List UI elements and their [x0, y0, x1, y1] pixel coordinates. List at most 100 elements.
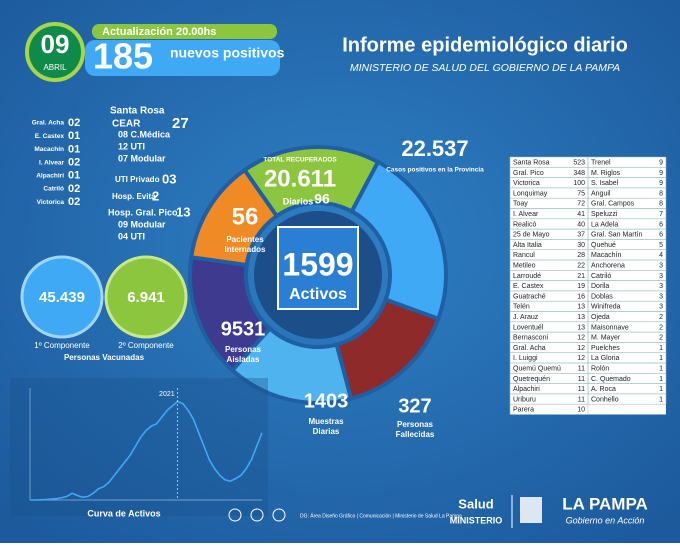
locality-value: 40	[577, 221, 585, 228]
uti-privado-value: 03	[162, 171, 176, 186]
locality-value: 19	[577, 283, 585, 290]
title: Informe epidemiológico diario	[342, 34, 628, 56]
locality-value: 3	[659, 283, 663, 290]
interior-name: Victorica	[37, 199, 65, 206]
interior-name: Catriló	[43, 186, 64, 193]
samples-label: Diarias	[313, 427, 340, 436]
interior-value: 01	[68, 143, 80, 155]
locality-value: 10	[577, 407, 585, 414]
annotation: 2021	[159, 391, 175, 398]
locality-value: 2	[659, 335, 663, 342]
date-badge	[25, 22, 85, 82]
locality-name: Guatraché	[513, 293, 546, 300]
isolated: 9531	[221, 318, 266, 340]
locality-name: Alta Italia	[513, 242, 542, 249]
vaccine-circle	[20, 255, 104, 339]
locality-value: 9	[659, 180, 663, 187]
locality-name: Maisonnave	[591, 324, 629, 331]
cases: 22.537	[401, 136, 468, 161]
locality-value: 6	[659, 232, 663, 239]
locality-name: Doblas	[591, 293, 613, 300]
locality-name: Toay	[513, 201, 528, 208]
uti-privado: UTI Privado	[115, 175, 160, 184]
locality-value: 1	[659, 345, 663, 352]
locality-name: Metileo	[513, 262, 536, 269]
locality-name: Gral. Campos	[591, 201, 635, 208]
sr-title: Santa Rosa	[110, 106, 165, 117]
locality-value: 6	[659, 221, 663, 228]
recovered-label: TOTAL RECUPERADOS	[263, 157, 337, 164]
subtitle: MINISTERIO DE SALUD DEL GOBIERNO DE LA P…	[350, 62, 620, 74]
locality-name: Victorica	[513, 180, 540, 187]
locality-value: 12	[577, 345, 585, 352]
locality-name: Quemú Quemú	[513, 365, 561, 372]
hospitalized: 56	[232, 203, 259, 230]
locality-name: Quehué	[591, 242, 616, 249]
samples-label: Muestras	[308, 417, 344, 426]
locality-name: Santa Rosa	[513, 159, 550, 166]
locality-value: 348	[573, 170, 585, 177]
deaths-label: Fallecidas	[396, 430, 435, 439]
locality-value: 1	[659, 355, 663, 362]
locality-value: 75	[577, 190, 585, 197]
locality-value: 4	[659, 252, 663, 259]
province: LA PAMPA	[562, 494, 648, 513]
new-box	[85, 40, 280, 76]
locality-value: 12	[577, 335, 585, 342]
locality-value: 2	[659, 314, 663, 321]
locality-name: Dorila	[591, 283, 609, 290]
locality-value: 1	[659, 365, 663, 372]
evita: Hosp. Evita	[112, 192, 156, 201]
locality-name: C. Quemado	[591, 376, 631, 383]
locality-name: A. Roca	[591, 386, 616, 393]
locality-value: 30	[577, 242, 585, 249]
interior-name: Gral. Acha	[32, 120, 65, 127]
interior-value: 02	[68, 117, 80, 129]
locality-value: 100	[573, 180, 585, 187]
cear-line: 08 C.Médica	[118, 129, 171, 139]
pico-value: 13	[176, 204, 190, 219]
locality-name: I. Luiggi	[513, 355, 538, 362]
day: 09	[41, 29, 70, 59]
pico: Hosp. Gral. Pico	[108, 207, 178, 217]
vaccine-first: 45.439	[39, 289, 85, 306]
isolated-label: Aisladas	[227, 355, 260, 364]
cear: CEAR	[112, 119, 141, 130]
credits: DG: Área Diseño Gráfico | Comunicación |…	[300, 512, 462, 519]
locality-name: 25 de Mayo	[513, 232, 550, 239]
pico-line: 09 Modular	[118, 219, 166, 229]
locality-name: Larroudé	[513, 273, 541, 280]
cear-line: 07 Modular	[118, 153, 166, 163]
hospitalized-label: Internados	[225, 245, 266, 254]
samples: 1403	[304, 390, 349, 412]
locality-value: 21	[577, 273, 585, 280]
table-cell	[587, 393, 667, 405]
locality-name: Loventuél	[513, 324, 544, 331]
vaccine-circle	[104, 255, 188, 339]
locality-value: 12	[577, 355, 585, 362]
locality-name: Realicó	[513, 221, 536, 228]
locality-name: S. Isabel	[591, 180, 619, 187]
interior-value: 02	[68, 196, 80, 208]
locality-name: J. Arauz	[513, 314, 539, 321]
locality-value: 3	[659, 262, 663, 269]
locality-value: 9	[659, 159, 663, 166]
locality-name: Speluzzi	[591, 211, 618, 218]
evita-value: 2	[152, 188, 159, 203]
interior-name: Alpachiri	[36, 173, 64, 180]
locality-value: 523	[573, 159, 585, 166]
deaths: 327	[398, 395, 431, 417]
locality-value: 7	[659, 211, 663, 218]
locality-name: Conhello	[591, 396, 619, 403]
recovered: 20.611	[264, 165, 336, 192]
daily-label: Diarios	[283, 196, 314, 206]
pico-line: 04 UTI	[118, 231, 145, 241]
locality-value: 8	[659, 190, 663, 197]
wheel-segment	[349, 159, 448, 322]
locality-value: 11	[578, 386, 585, 393]
cases-label: Casos positivos en la Provincia	[386, 167, 484, 174]
locality-name: Catriló	[591, 273, 611, 280]
curve-frame	[10, 378, 268, 516]
